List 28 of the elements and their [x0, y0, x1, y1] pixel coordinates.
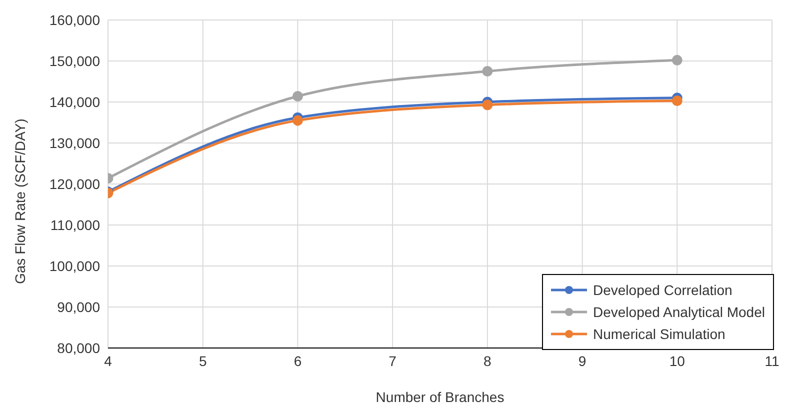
point	[292, 115, 303, 126]
x-tick-label: 11	[764, 352, 780, 369]
legend-label: Developed Correlation	[593, 281, 732, 300]
y-axis-title: Gas Flow Rate (SCF/DAY)	[12, 118, 28, 284]
point	[482, 100, 493, 110]
x-axis-title: Number of Branches	[376, 389, 504, 405]
point	[292, 91, 303, 102]
x-tick-label: 5	[198, 352, 207, 369]
y-tick-label: 130,000	[49, 134, 100, 151]
x-tick-label: 6	[294, 352, 302, 369]
legend-label: Developed Analytical Model	[593, 303, 765, 322]
y-tick-label: 110,000	[50, 216, 100, 233]
x-tick-label: 9	[578, 352, 586, 369]
legend-label: Numerical Simulation	[593, 325, 726, 344]
x-tick-label: 8	[484, 352, 492, 369]
y-tick-label: 140,000	[49, 94, 100, 110]
y-tick-label: 80,000	[57, 340, 100, 356]
y-tick-label: 150,000	[49, 52, 100, 69]
point	[482, 66, 493, 76]
point	[672, 54, 682, 66]
y-tick-label: 90,000	[57, 298, 100, 315]
x-tick-label: 4	[104, 352, 112, 369]
y-tick-label: 120,000	[49, 176, 100, 192]
point	[672, 96, 682, 106]
y-tick-label: 100,000	[49, 258, 100, 274]
x-tick-label: 10	[669, 352, 686, 369]
y-tick-label: 160,000	[49, 12, 100, 28]
x-tick-label: 7	[388, 352, 397, 369]
